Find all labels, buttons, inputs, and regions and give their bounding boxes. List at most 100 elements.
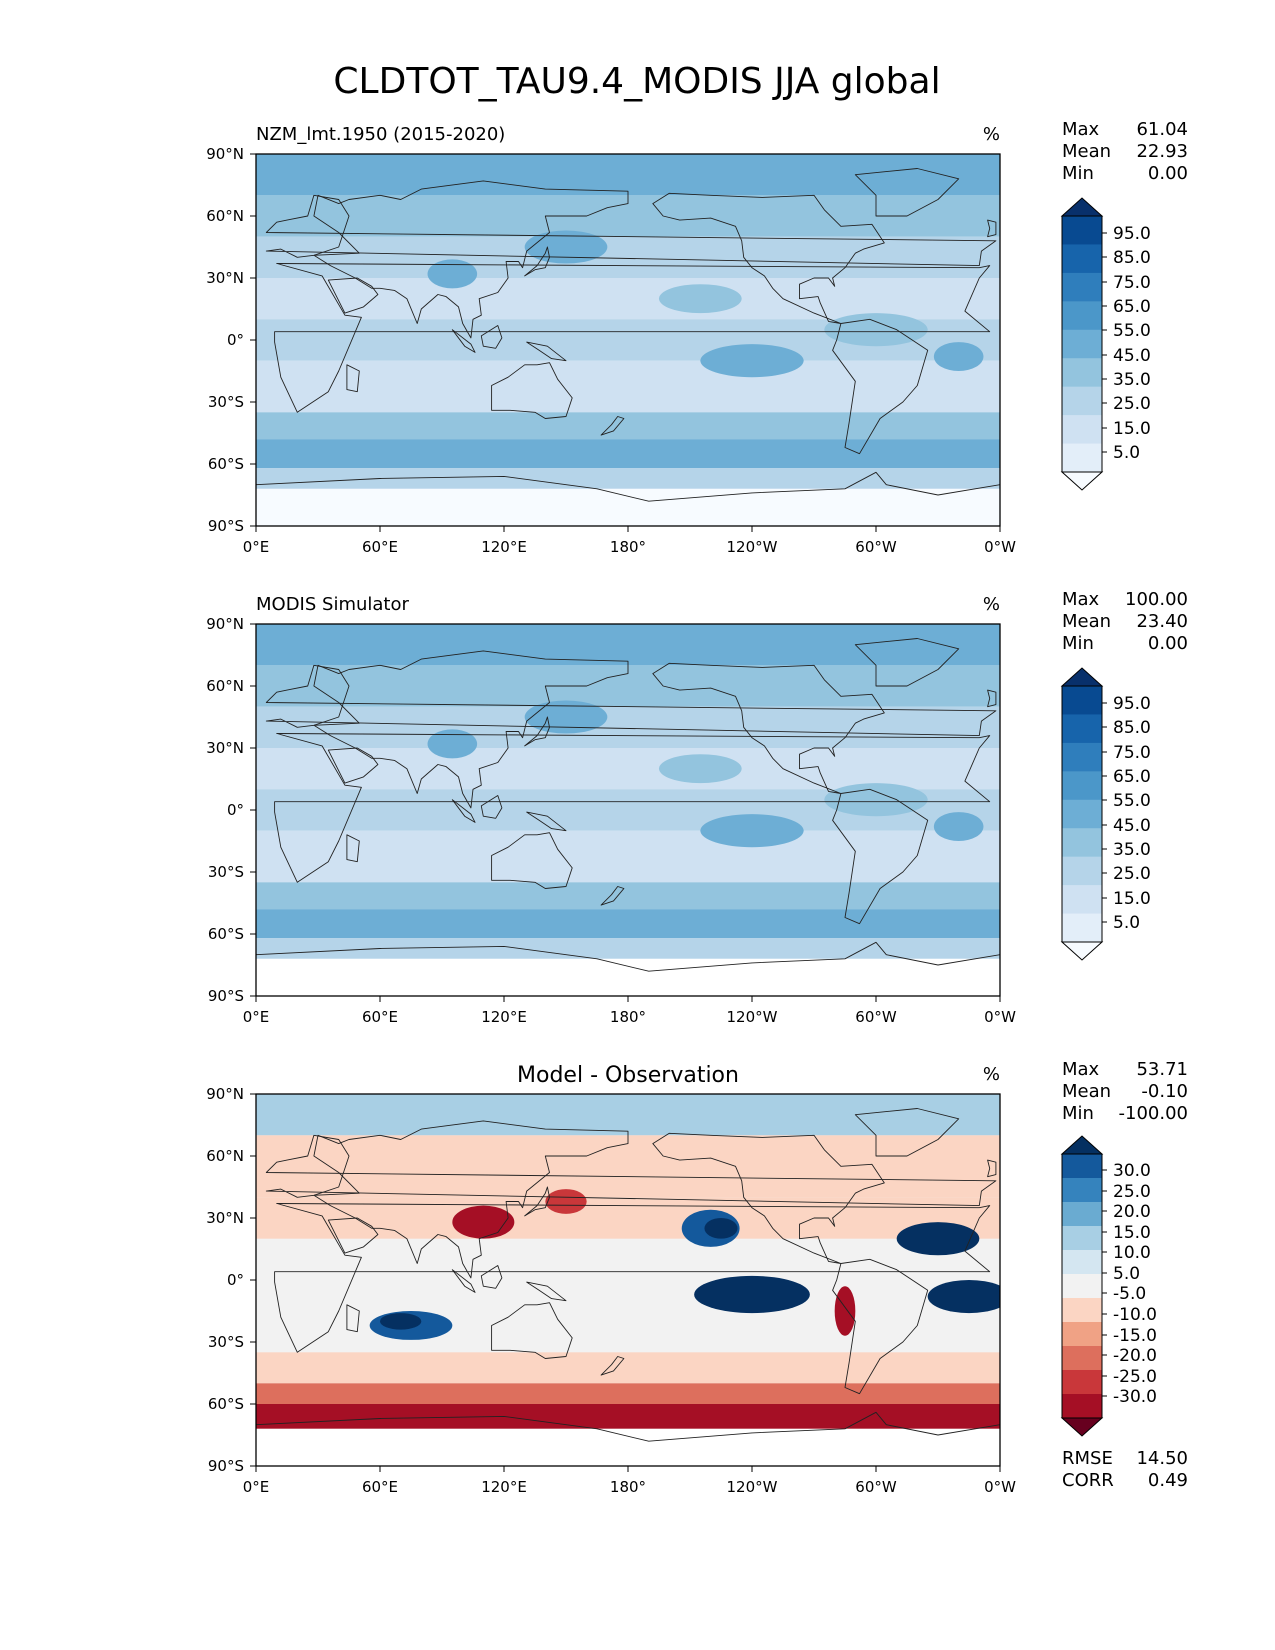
colorbar-cell	[1062, 1322, 1102, 1347]
colorbar-tick-label: 55.0	[1113, 321, 1151, 341]
reference-field-feature	[700, 814, 804, 848]
reference-field-feature	[933, 812, 984, 841]
reference-coastline	[274, 733, 991, 883]
colorbar-tick-label: 45.0	[1113, 816, 1151, 836]
difference-coastline	[451, 1269, 476, 1293]
rmse-value: 14.50	[1136, 1448, 1188, 1469]
colorbar-extend-top	[1060, 667, 1104, 687]
colorbar-tick-label: 55.0	[1113, 791, 1151, 811]
colorbar-cell	[1062, 216, 1102, 245]
difference-x-tick-label: 0°W	[984, 1478, 1016, 1496]
test-y-tick-label: 90°N	[206, 145, 244, 163]
colorbar-extend-bottom	[1060, 1417, 1104, 1437]
test-coastline	[256, 471, 1000, 526]
reference-y-tick-label: 90°S	[208, 987, 244, 1005]
test-stats: Max 61.04 Mean 22.93 Min 0.00	[1062, 119, 1188, 184]
test-left-title: NZM_lmt.1950 (2015-2020)	[256, 124, 505, 145]
difference-x-tick-label: 60°E	[362, 1478, 398, 1496]
difference-y-tick-labels: 90°N 60°N 30°N 0° 30°S 60°S 90°S	[206, 1085, 244, 1475]
test-coastline	[524, 246, 550, 277]
difference-field-feature	[694, 1275, 810, 1314]
colorbar-tick-label: -25.0	[1113, 1367, 1157, 1387]
difference-coastline	[265, 1134, 997, 1207]
reference-coastline	[652, 662, 885, 794]
reference-x-tick-labels: 0°E 60°E 120°E 180° 120°W 60°W 0°W	[243, 1008, 1016, 1026]
reference-coastline	[832, 788, 929, 925]
reference-stats: Max 100.00 Mean 23.40 Min 0.00	[1062, 589, 1188, 654]
difference-coastline	[652, 1132, 885, 1264]
colorbar-cell	[1062, 1178, 1102, 1203]
difference-y-tick-label: 0°	[227, 1271, 244, 1289]
reference-y-tick-label: 30°N	[206, 739, 244, 757]
difference-field-feature	[545, 1189, 587, 1214]
reference-x-tick-label: 0°W	[984, 1008, 1016, 1026]
colorbar-tick-label: 5.0	[1113, 443, 1140, 463]
difference-colorbar: 30.0 25.0 20.0 15.0 10.0 5.0 -5.0 -10.0 …	[1060, 1135, 1157, 1437]
colorbar-cell	[1062, 1274, 1102, 1299]
colorbar-cell	[1062, 856, 1102, 886]
stat-label-mean: Mean	[1062, 141, 1111, 162]
stat-max: 53.71	[1136, 1059, 1188, 1080]
difference-coastline	[274, 1203, 991, 1353]
reference-field-feature	[824, 783, 928, 817]
colorbar-cell	[1062, 443, 1102, 473]
difference-x-tick-label: 180°	[610, 1478, 646, 1496]
test-y-tick-label: 30°N	[206, 269, 244, 287]
reference-zonal-band	[256, 882, 1000, 910]
difference-y-tick-label: 60°S	[208, 1395, 244, 1413]
reference-field	[256, 624, 1000, 996]
colorbar-cell	[1062, 244, 1102, 274]
test-zonal-band	[256, 468, 1000, 489]
difference-coastline	[832, 1258, 929, 1395]
reference-coastline	[480, 795, 503, 819]
reference-coastline	[987, 689, 997, 708]
test-coastline	[451, 329, 476, 353]
stat-max: 100.00	[1125, 589, 1188, 610]
difference-rmse-corr: RMSE 14.50 CORR 0.49	[1062, 1448, 1188, 1491]
reference-zonal-band	[256, 830, 1000, 883]
test-zonal-band	[256, 236, 1000, 278]
colorbar-tick-label: 5.0	[1113, 1264, 1140, 1284]
test-x-tick-label: 120°W	[727, 538, 778, 556]
reference-field-feature	[659, 754, 742, 784]
reference-y-tick-label: 90°N	[206, 615, 244, 633]
corr-label: CORR	[1062, 1470, 1114, 1491]
reference-units: %	[983, 594, 1000, 615]
difference-zonal-band	[256, 1352, 1000, 1384]
reference-coastline	[524, 716, 550, 747]
difference-coastline	[524, 1186, 550, 1217]
colorbar-cell	[1062, 329, 1102, 359]
colorbar-extend-top	[1060, 197, 1104, 217]
reference-zonal-band	[256, 748, 1000, 790]
test-units: %	[983, 124, 1000, 145]
rmse-label: RMSE	[1062, 1448, 1113, 1469]
colorbar-outline	[1061, 215, 1103, 473]
colorbar-cell	[1062, 1202, 1102, 1227]
difference-field	[256, 1094, 1000, 1466]
test-zonal-band	[256, 278, 1000, 320]
difference-zonal-band	[256, 1383, 1000, 1404]
test-coastline	[987, 219, 997, 238]
test-field-feature	[659, 284, 742, 314]
reference-coastline	[327, 747, 379, 784]
colorbar-cell	[1062, 828, 1102, 858]
colorbar-tick-label: -15.0	[1113, 1326, 1157, 1346]
difference-coastline	[346, 1304, 360, 1333]
difference-coastline	[313, 1120, 629, 1279]
colorbar-outline	[1061, 1153, 1103, 1419]
figure-title: CLDTOT_TAU9.4_MODIS JJA global	[333, 61, 940, 102]
colorbar-cell	[1062, 742, 1102, 772]
colorbar-cell	[1062, 1370, 1102, 1395]
test-field	[256, 154, 1000, 526]
test-x-tick-labels: 0°E 60°E 120°E 180° 120°W 60°W 0°W	[243, 538, 1016, 556]
test-zonal-band	[256, 412, 1000, 440]
test-coastline	[274, 263, 991, 413]
colorbar-cell	[1062, 301, 1102, 331]
test-zonal-band	[256, 154, 1000, 196]
reference-x-tick-label: 60°W	[855, 1008, 897, 1026]
stat-min: 0.00	[1148, 633, 1188, 654]
colorbar-cell	[1062, 714, 1102, 744]
reference-x-tick-label: 120°W	[727, 1008, 778, 1026]
difference-field-feature	[896, 1222, 980, 1256]
